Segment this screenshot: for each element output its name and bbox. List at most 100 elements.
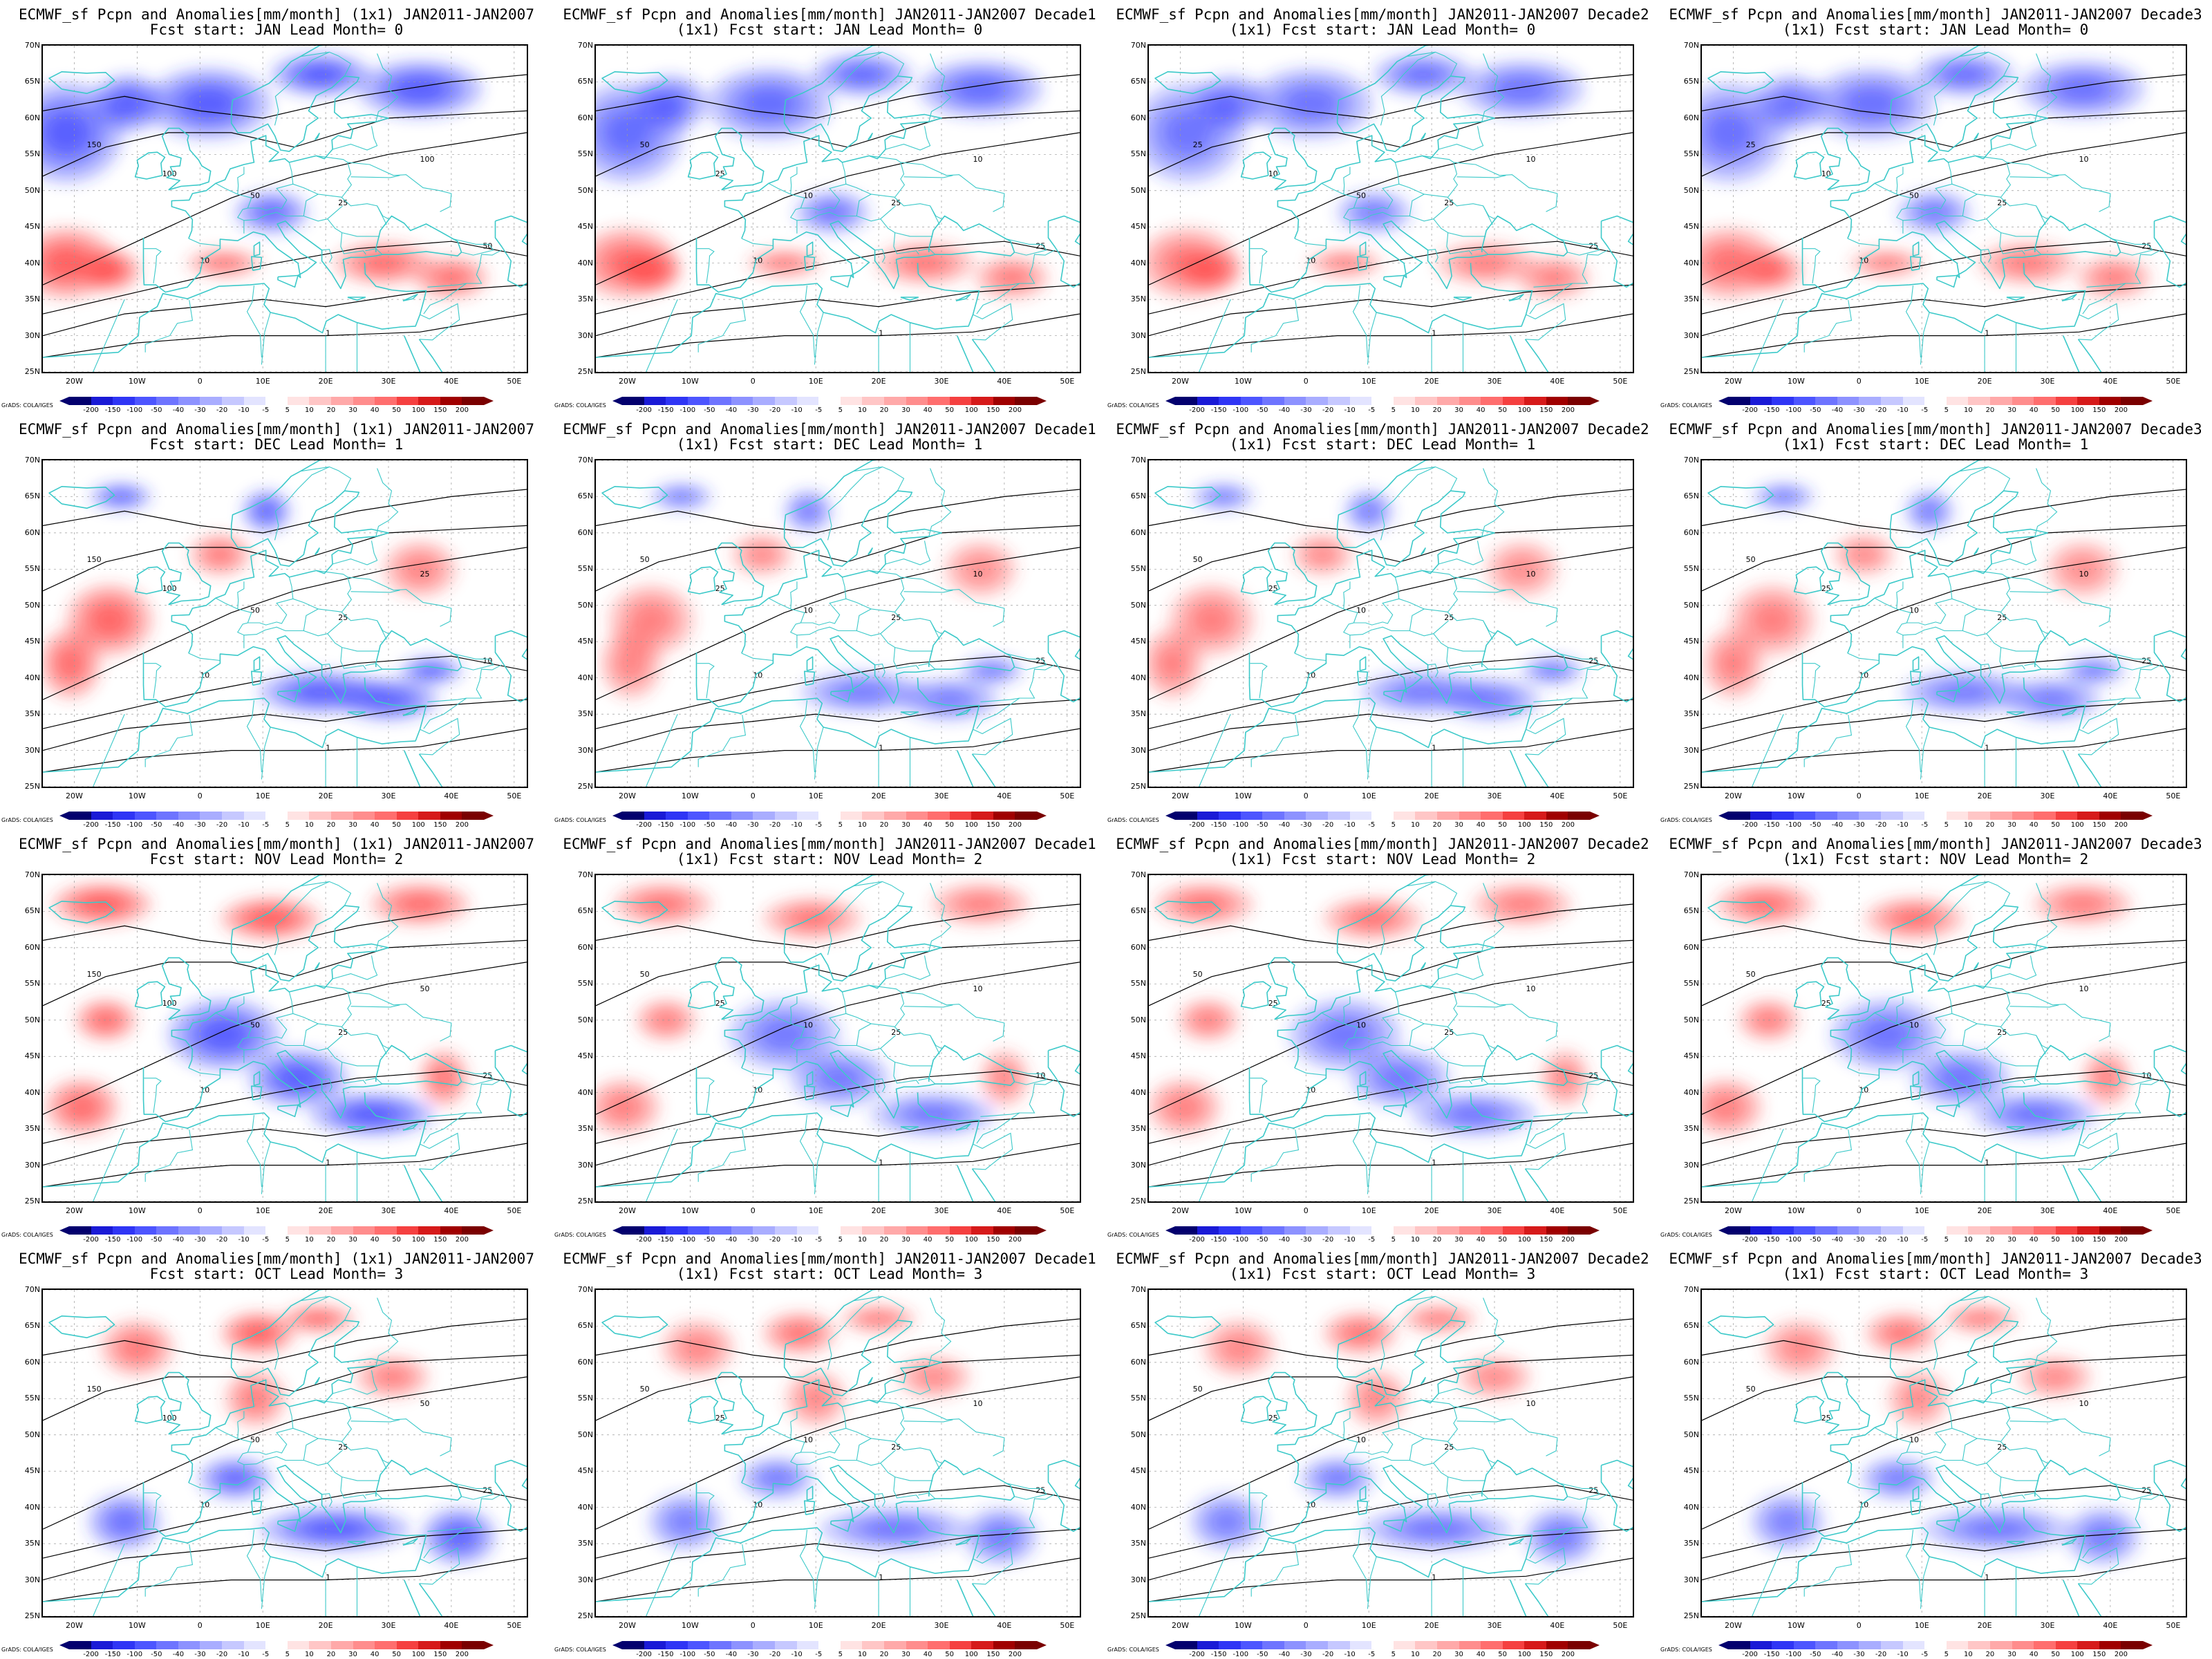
country-border <box>930 1035 942 1049</box>
colorbar-label: 5 <box>1391 1651 1396 1658</box>
panel-title: ECMWF_sf Pcpn and Anomalies[mm/month] JA… <box>1669 1250 2202 1267</box>
country-border <box>300 881 352 906</box>
contour-lines <box>596 489 1080 773</box>
country-border <box>1294 1067 1327 1076</box>
contour-label: 100 <box>162 169 177 178</box>
lon-tick-label: 30E <box>2040 791 2055 800</box>
anomaly-blob <box>1538 269 1569 287</box>
country-border <box>237 581 245 610</box>
country-border <box>1367 727 1377 780</box>
country-border <box>300 466 352 491</box>
lon-tick-label: 30E <box>381 1206 396 1215</box>
grads-credit: GrADS: COLA/IGES <box>1 1647 53 1653</box>
lat-tick-label: 70N <box>1130 870 1146 879</box>
country-border <box>1525 718 1566 756</box>
colorbar <box>1718 1641 2153 1649</box>
country-border <box>799 1115 815 1188</box>
country-border <box>814 1556 824 1609</box>
colorbar-swatch <box>440 1226 462 1235</box>
grads-credit: GrADS: COLA/IGES <box>1 402 53 409</box>
colorbar-label: 10 <box>1410 1236 1420 1244</box>
coastline <box>956 1165 974 1201</box>
lat-tick-label: 45N <box>577 1051 593 1061</box>
colorbar-swatch <box>1502 812 1525 820</box>
colorbar-swatch <box>1481 397 1503 405</box>
contour-label: 100 <box>162 1414 177 1423</box>
lon-tick-label: 20W <box>1172 377 1189 386</box>
colorbar-swatch <box>396 812 419 820</box>
colorbar-label: 200 <box>2114 1236 2128 1244</box>
anomaly-blob <box>44 112 90 153</box>
anomaly-blob <box>919 1368 949 1386</box>
lat-tick-label: 50N <box>577 600 593 610</box>
contour-label: 1 <box>1985 1159 1989 1168</box>
contour-lines <box>1702 74 2186 358</box>
panel-title: ECMWF_sf Pcpn and Anomalies[mm/month] JA… <box>1669 6 2202 23</box>
colorbar-swatch <box>840 1641 863 1649</box>
colorbar-label: 20 <box>326 406 336 414</box>
colorbar-swatch <box>1175 812 1197 820</box>
coastline <box>714 542 765 606</box>
colorbar-label: 50 <box>945 1236 955 1244</box>
country-border <box>303 205 343 222</box>
lat-tick-label: 40N <box>1683 1087 1699 1097</box>
country-border <box>976 1112 1020 1144</box>
country-border <box>2082 1112 2126 1144</box>
colorbar-swatch <box>91 812 113 820</box>
lat-tick-label: 60N <box>577 527 593 537</box>
contour-label: 10 <box>200 256 209 265</box>
country-border <box>1453 162 1558 212</box>
contour-label: 25 <box>482 1486 492 1495</box>
coastline <box>1820 542 1871 606</box>
lon-tick-label: 20E <box>871 1206 886 1215</box>
grads-credit: GrADS: COLA/IGES <box>1 1232 53 1238</box>
country-border <box>1557 1067 1600 1085</box>
colorbar-swatch <box>1924 1226 1947 1235</box>
colorbar-label: -10 <box>1897 1236 1909 1244</box>
lat-tick-label: 65N <box>1683 1321 1699 1331</box>
country-border <box>1250 663 1268 699</box>
coastline <box>1240 1396 1272 1424</box>
contour-label: 25 <box>1588 1486 1598 1495</box>
colorbar-swatch <box>1175 397 1197 405</box>
anomaly-shading <box>1702 53 2152 300</box>
map-frame: 50 25 10 25 10 1 10 10 <box>594 874 1081 1203</box>
country-border <box>327 1048 380 1067</box>
colorbar-min-arrow <box>1165 397 1175 405</box>
country-border <box>1906 577 1953 626</box>
country-border <box>930 1450 942 1464</box>
colorbar-label: 200 <box>2114 1651 2128 1658</box>
anomaly-blob <box>2031 691 2072 709</box>
country-border <box>2078 303 2119 341</box>
coastline <box>494 630 527 703</box>
colorbar-label: 100 <box>1517 1651 1531 1658</box>
colorbar-swatch <box>928 397 950 405</box>
contour-label: 50 <box>1746 555 1756 564</box>
lon-tick-label: 20W <box>66 791 83 800</box>
contour-label: 10 <box>1035 1071 1045 1080</box>
map-panel: ECMWF_sf Pcpn and Anomalies[mm/month] (1… <box>0 1244 553 1659</box>
country-border <box>1398 183 1425 195</box>
anomaly-shading <box>596 53 1050 300</box>
lon-tick-label: 20W <box>1172 1206 1189 1215</box>
coastline <box>1936 1519 1958 1533</box>
coastline <box>1508 294 1524 301</box>
coastline <box>43 1507 427 1602</box>
coastline <box>1240 151 1272 180</box>
country-border <box>1406 51 1458 77</box>
colorbar-label: -20 <box>216 821 228 829</box>
colorbar-swatch <box>91 397 113 405</box>
country-border <box>1975 570 2012 612</box>
contour-line <box>43 1528 527 1581</box>
colorbar-label: 100 <box>411 1651 425 1658</box>
country-border <box>1803 1078 1821 1114</box>
contour-label: 50 <box>420 984 430 993</box>
colorbar-swatch <box>840 812 863 820</box>
coastline <box>783 460 898 567</box>
anomaly-blob <box>1864 1020 1909 1049</box>
colorbar-swatch <box>330 1226 353 1235</box>
contour-label: 1 <box>326 329 330 338</box>
coastline <box>43 1092 427 1188</box>
